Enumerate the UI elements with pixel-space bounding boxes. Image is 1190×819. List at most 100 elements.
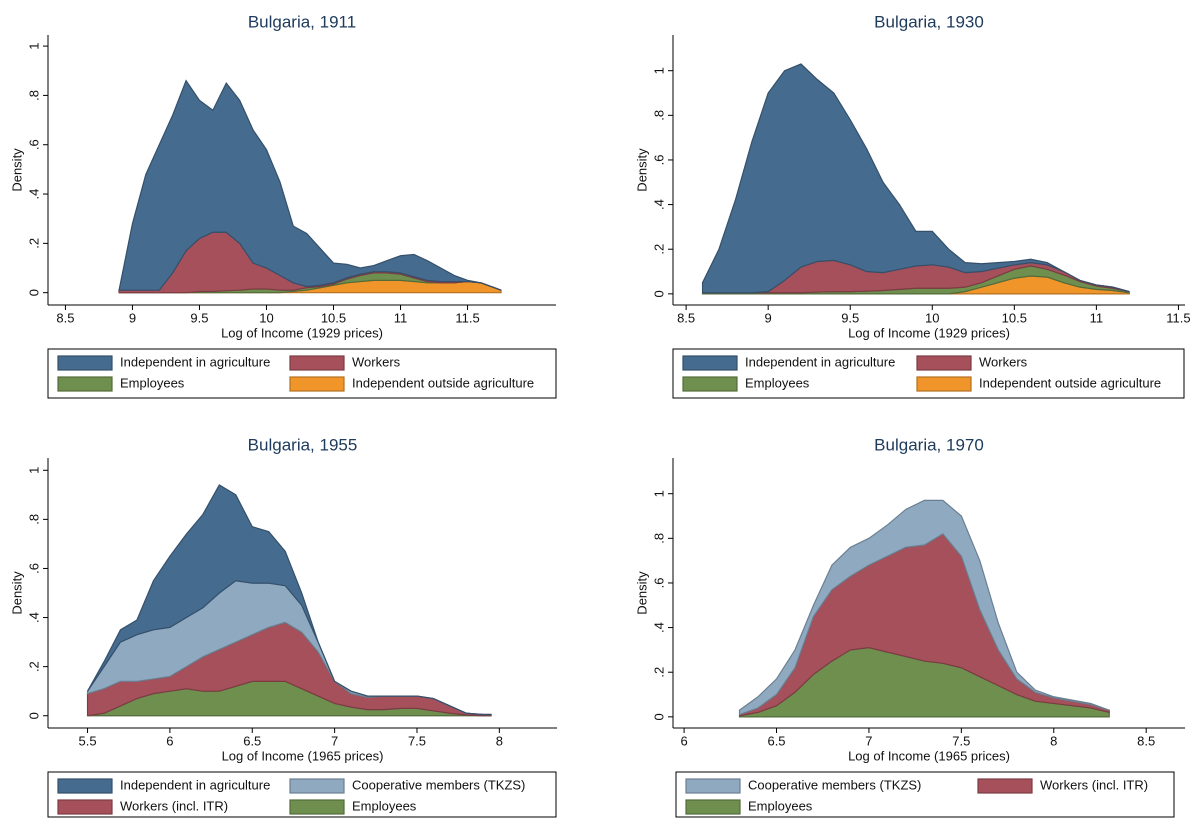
- y-tick-label: .6: [26, 563, 41, 574]
- chart-panel: Bulgaria, 1955 0 .2 .4 .6 .8 1 5.5 6 6.5 7 7.5 8 Log …: [9, 435, 557, 818]
- x-tick-label: 7: [865, 733, 872, 748]
- legend-label: Employees: [745, 375, 810, 390]
- y-tick-label: .2: [651, 244, 666, 255]
- y-tick-label: 1: [651, 490, 666, 497]
- legend-swatch: [289, 778, 345, 794]
- legend-label: Independent in agriculture: [120, 354, 270, 369]
- x-axis-title: Log of Income (1965 prices): [848, 748, 1010, 763]
- legend-label: Independent outside agriculture: [352, 375, 534, 390]
- x-tick-label: 10: [259, 310, 273, 325]
- chart-panel: Bulgaria, 1911 0 .2 .4 .6 .8 1 8.5 9 9.5 10 10.5 11 1…: [9, 12, 557, 399]
- legend-swatch: [57, 376, 113, 392]
- y-tick-label: 1: [26, 467, 41, 474]
- x-tick-label: 11: [394, 310, 408, 325]
- x-tick-label: 8.5: [56, 310, 74, 325]
- x-tick-label: 5.5: [78, 733, 96, 748]
- x-tick-label: 8.5: [1137, 733, 1155, 748]
- y-tick-label: 0: [651, 290, 666, 297]
- y-tick-label: .8: [651, 110, 666, 121]
- y-tick-label: 0: [651, 713, 666, 720]
- legend-label: Workers (incl. ITR): [1040, 777, 1148, 792]
- legend-label: Employees: [748, 798, 813, 813]
- x-tick-label: 7.5: [952, 733, 970, 748]
- legend-swatch: [685, 778, 741, 794]
- y-tick-label: 0: [26, 712, 41, 719]
- x-tick-label: 6.5: [243, 733, 261, 748]
- legend-box: [675, 771, 1175, 818]
- legend-label: Workers (incl. ITR): [120, 798, 228, 813]
- legend-swatch: [289, 799, 345, 815]
- legend-swatch: [57, 778, 113, 794]
- x-tick-label: 9: [765, 310, 772, 325]
- y-tick-label: .4: [651, 199, 666, 210]
- x-tick-label: 10.5: [321, 310, 346, 325]
- x-tick-label: 9.5: [841, 310, 859, 325]
- x-tick-label: 9: [129, 310, 136, 325]
- x-tick-label: 11.5: [455, 310, 479, 325]
- y-axis-title: Density: [634, 571, 649, 615]
- y-tick-label: 1: [651, 67, 666, 74]
- legend-label: Cooperative members (TKZS): [352, 777, 525, 792]
- x-axis-title: Log of Income (1965 prices): [222, 748, 384, 763]
- legend-swatch: [916, 355, 972, 371]
- y-tick-label: 1: [26, 42, 41, 49]
- x-tick-label: 9.5: [190, 310, 208, 325]
- density-area: [118, 79, 502, 291]
- x-tick-label: 10.5: [1002, 310, 1027, 325]
- y-tick-label: 0: [26, 289, 41, 296]
- chart-panel: Bulgaria, 1930 0 .2 .4 .6 .8 1 8.5 9 9.5 10 10.5 11 1…: [634, 12, 1190, 399]
- y-tick-label: .2: [26, 238, 41, 249]
- legend-label: Employees: [352, 798, 417, 813]
- y-tick-label: .8: [26, 514, 41, 525]
- x-tick-label: 7.5: [408, 733, 426, 748]
- x-tick-label: 11.5: [1166, 310, 1190, 325]
- x-axis-title: Log of Income (1929 prices): [221, 325, 383, 340]
- y-axis-title: Density: [634, 148, 649, 192]
- legend-swatch: [57, 355, 113, 371]
- y-tick-label: .6: [651, 578, 666, 589]
- legend-label: Workers: [979, 354, 1028, 369]
- chart-title: Bulgaria, 1930: [874, 12, 984, 31]
- y-tick-label: .4: [26, 189, 41, 200]
- y-tick-label: .4: [26, 612, 41, 623]
- legend-swatch: [57, 799, 113, 815]
- legend-label: Cooperative members (TKZS): [748, 777, 921, 792]
- x-tick-label: 6: [166, 733, 173, 748]
- legend-swatch: [916, 376, 972, 392]
- x-tick-label: 11: [1090, 310, 1104, 325]
- x-tick-label: 10: [925, 310, 939, 325]
- y-tick-label: .6: [651, 155, 666, 166]
- legend-label: Employees: [120, 375, 185, 390]
- y-tick-label: .8: [651, 533, 666, 544]
- y-axis-title: Density: [9, 571, 24, 615]
- legend-swatch: [685, 799, 741, 815]
- density-area: [701, 63, 1130, 294]
- x-tick-label: 7: [331, 733, 338, 748]
- x-tick-label: 6: [680, 733, 687, 748]
- density-area: [87, 484, 492, 716]
- legend-swatch: [682, 376, 738, 392]
- legend-swatch: [977, 778, 1033, 794]
- chart-title: Bulgaria, 1911: [248, 12, 356, 31]
- x-tick-label: 6.5: [767, 733, 785, 748]
- chart-panel: Bulgaria, 1970 0 .2 .4 .6 .8 1 6 6.5 7 7.5 8 8.5 Log …: [634, 435, 1185, 818]
- x-tick-label: 8.5: [677, 310, 695, 325]
- legend-label: Independent in agriculture: [120, 777, 270, 792]
- y-tick-label: .2: [26, 661, 41, 672]
- legend-label: Independent outside agriculture: [979, 375, 1161, 390]
- y-axis-title: Density: [9, 148, 24, 192]
- legend-label: Independent in agriculture: [745, 354, 895, 369]
- legend-swatch: [682, 355, 738, 371]
- legend-swatch: [289, 376, 345, 392]
- chart-title: Bulgaria, 1955: [248, 435, 358, 454]
- x-axis-title: Log of Income (1929 prices): [848, 325, 1010, 340]
- x-tick-label: 8: [496, 733, 503, 748]
- chart-title: Bulgaria, 1970: [874, 435, 984, 454]
- x-tick-label: 8: [1050, 733, 1057, 748]
- legend-label: Workers: [352, 354, 401, 369]
- y-tick-label: .8: [26, 90, 41, 101]
- y-tick-label: .6: [26, 139, 41, 150]
- legend-swatch: [289, 355, 345, 371]
